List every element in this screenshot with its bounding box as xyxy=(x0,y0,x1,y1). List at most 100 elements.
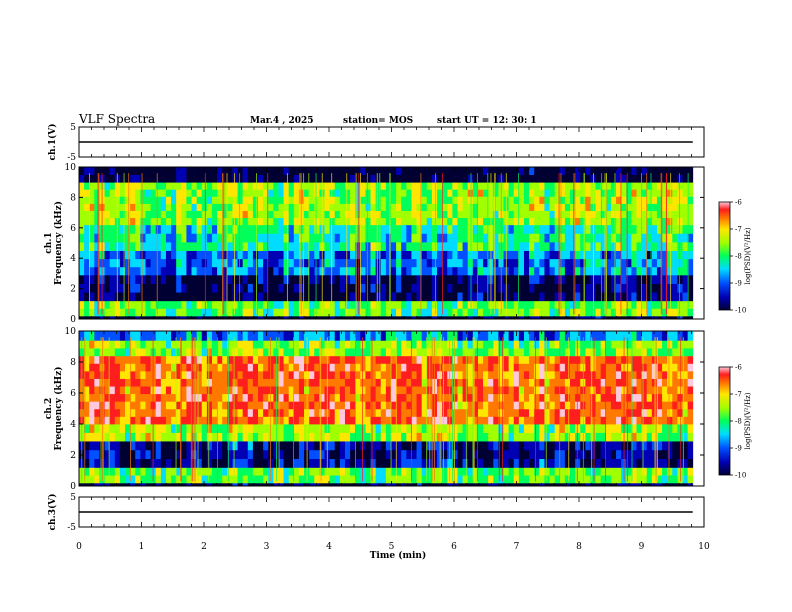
spectrogram-cell xyxy=(421,258,428,268)
spectrogram-cell xyxy=(355,174,361,183)
spectrogram-cell xyxy=(293,203,300,211)
spectrogram-cell xyxy=(416,167,423,175)
spectrogram-cell xyxy=(539,266,545,276)
spectrogram-cell xyxy=(554,424,561,433)
spectrogram-cell xyxy=(590,424,596,433)
spectrogram-cell xyxy=(309,233,315,243)
spectrogram-cell xyxy=(636,348,642,357)
spectrogram-cell xyxy=(350,274,356,284)
spectrogram-cell xyxy=(114,167,121,175)
spectrogram-cell xyxy=(626,393,632,402)
spectrogram-cell xyxy=(610,401,617,410)
spectrogram-cell xyxy=(426,331,433,341)
spectrogram-cell xyxy=(145,224,151,234)
spectrogram-cell xyxy=(421,217,428,226)
spectrogram-cell xyxy=(687,174,694,183)
spectrogram-cell xyxy=(462,189,469,197)
spectrogram-cell xyxy=(288,467,295,476)
spectrogram-cell xyxy=(493,348,499,357)
spectrogram-cell xyxy=(477,424,484,433)
spectrogram-cell xyxy=(283,189,290,197)
spectrogram-cell xyxy=(442,449,448,460)
spectrogram-cell xyxy=(160,432,167,442)
spectrogram-cell xyxy=(452,458,458,468)
spectrogram-cell xyxy=(534,182,540,190)
spectrogram-cell xyxy=(314,217,320,226)
spectrogram-cell xyxy=(334,292,341,302)
spectrogram-cell xyxy=(160,258,167,268)
spectrogram-cell xyxy=(130,274,136,284)
spectrogram-cell xyxy=(472,250,479,260)
spectrogram-cell xyxy=(237,370,244,379)
spectrogram-cell xyxy=(370,266,377,276)
spectrogram-cell xyxy=(176,386,182,395)
spectrogram-cell xyxy=(554,266,561,276)
spectrogram-cell xyxy=(350,283,356,293)
spectrogram-cell xyxy=(641,475,648,484)
spectrogram-cell xyxy=(385,449,392,460)
spectrogram-cell xyxy=(595,258,602,268)
spectrogram-cell xyxy=(616,224,622,234)
spectrogram-cell xyxy=(498,467,504,476)
spectrogram-cell xyxy=(339,250,346,260)
spectrogram-cell xyxy=(344,458,351,468)
spectrogram-cell xyxy=(324,210,331,219)
spectrogram-cell xyxy=(483,424,489,433)
spectrogram-cell xyxy=(191,250,198,260)
spectrogram-cell xyxy=(217,274,223,284)
spectrogram-cell xyxy=(426,174,433,183)
spectrogram-cell xyxy=(406,315,412,320)
spectrogram-cell xyxy=(165,274,172,284)
spectrogram-cell xyxy=(462,348,469,357)
spectrogram-cell xyxy=(181,432,187,442)
spectrogram-cell xyxy=(416,292,423,302)
spectrogram-cell xyxy=(483,250,489,260)
spectrogram-cell xyxy=(365,167,371,175)
spectrogram-cell xyxy=(329,283,336,293)
spectrogram-cell xyxy=(370,378,377,387)
spectrogram-cell xyxy=(191,292,198,302)
spectrogram-cell xyxy=(135,258,141,268)
spectrogram-cell xyxy=(268,424,274,433)
spectrogram-cell xyxy=(610,386,617,395)
spectrogram-cell xyxy=(288,355,295,364)
spectrogram-cell xyxy=(222,355,228,364)
spectrogram-cell xyxy=(631,393,637,402)
spectrogram-cell xyxy=(84,217,90,226)
spectrogram-cell xyxy=(237,331,244,341)
spectrogram-cell xyxy=(431,315,438,320)
spectrogram-cell xyxy=(390,274,397,284)
spectrogram-cell xyxy=(160,308,167,317)
spectrogram-cell xyxy=(447,432,453,442)
spectrogram-cell xyxy=(365,315,371,320)
spectrogram-cell xyxy=(344,203,351,211)
spectrogram-cell xyxy=(585,258,591,268)
spectrogram-cell xyxy=(457,363,463,372)
spectrogram-cell xyxy=(109,189,116,197)
spectrogram-cell xyxy=(150,266,157,276)
spectrogram-cell xyxy=(575,292,581,302)
spectrogram-cell xyxy=(232,475,238,484)
spectrogram-cell xyxy=(667,266,673,276)
spectrogram-cell xyxy=(334,348,341,357)
spectrogram-cell xyxy=(687,189,694,197)
spectrogram-cell xyxy=(595,432,602,442)
spectrogram-cell xyxy=(94,274,100,284)
spectrogram-cell xyxy=(135,482,141,487)
spectrogram-cell xyxy=(350,370,356,379)
spectrogram-cell xyxy=(396,292,402,302)
spectrogram-cell xyxy=(508,292,515,302)
spectrogram-cell xyxy=(380,189,387,197)
spectrogram-cell xyxy=(155,196,162,204)
spectrogram-cell xyxy=(401,370,407,379)
spectrogram-cell xyxy=(211,331,218,341)
spectrogram-cell xyxy=(467,174,474,183)
spectrogram-cell xyxy=(595,224,602,234)
spectrogram-cell xyxy=(529,283,535,293)
spectrogram-cell xyxy=(523,370,530,379)
spectrogram-cell xyxy=(344,432,351,442)
spectrogram-cell xyxy=(416,258,423,268)
spectrogram-cell xyxy=(488,331,494,341)
spectrogram-cell xyxy=(437,210,443,219)
spectrogram-cell xyxy=(237,408,244,417)
